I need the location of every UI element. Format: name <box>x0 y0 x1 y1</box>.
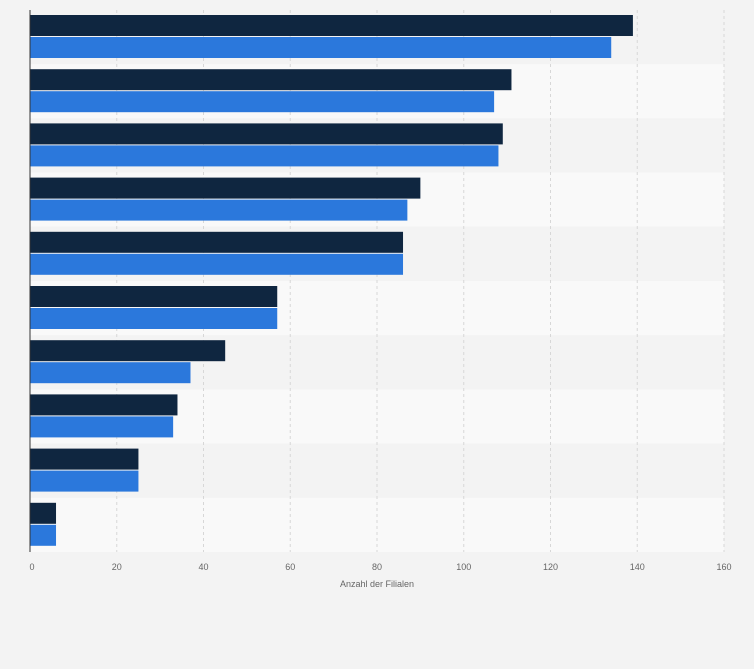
bar <box>30 91 495 113</box>
bar <box>30 362 191 384</box>
x-tick-label: 160 <box>716 562 731 572</box>
bar <box>30 340 226 362</box>
row-band <box>30 497 724 552</box>
x-tick-label: 80 <box>372 562 382 572</box>
bar <box>30 253 404 275</box>
bars <box>30 15 633 546</box>
bar <box>30 231 404 253</box>
x-tick-label: 60 <box>285 562 295 572</box>
bar <box>30 502 57 524</box>
row-band <box>30 443 724 498</box>
bar <box>30 524 57 546</box>
bar <box>30 177 421 199</box>
bar <box>30 37 612 58</box>
x-axis-title: Anzahl der Filialen <box>340 579 414 589</box>
x-tick-label: 40 <box>198 562 208 572</box>
x-tick-label: 120 <box>543 562 558 572</box>
bar <box>30 199 408 221</box>
bar <box>30 308 278 329</box>
bar <box>30 470 139 492</box>
bar <box>30 69 512 91</box>
bar <box>30 145 499 167</box>
bar <box>30 416 174 438</box>
x-axis-ticks: 0 20 40 60 80 100 120 140 160 <box>29 562 731 572</box>
bar <box>30 286 278 307</box>
bar <box>30 15 633 36</box>
bar <box>30 394 178 416</box>
x-tick-label: 20 <box>112 562 122 572</box>
bar <box>30 448 139 470</box>
x-tick-label: 100 <box>456 562 471 572</box>
x-tick-label: 0 <box>29 562 34 572</box>
x-tick-label: 140 <box>630 562 645 572</box>
bar <box>30 123 503 145</box>
